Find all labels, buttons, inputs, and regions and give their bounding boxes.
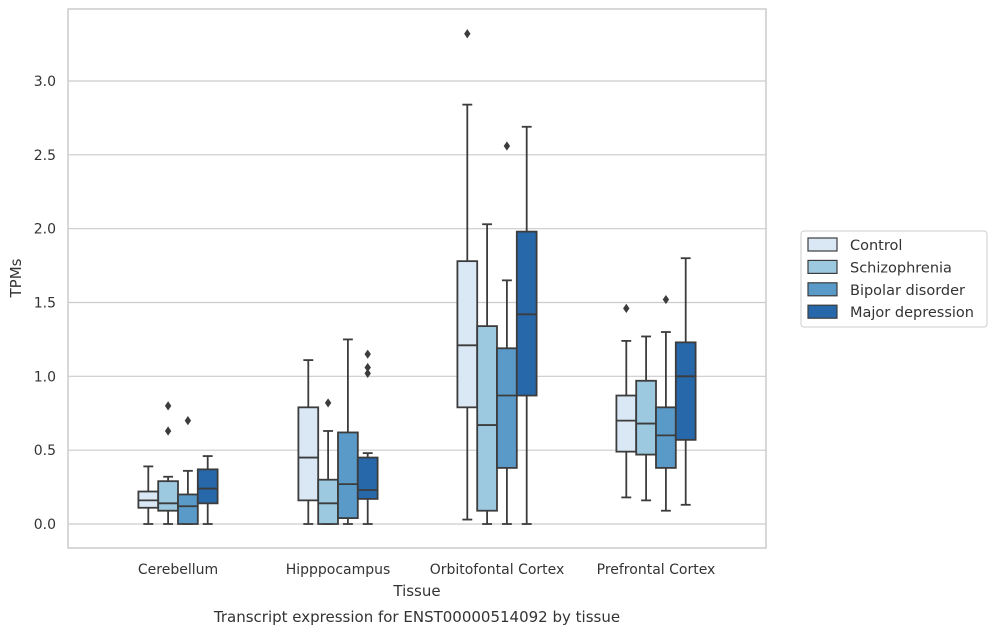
box-2-1 — [476, 223, 498, 525]
plot-frame — [67, 8, 767, 549]
box-iqr — [476, 325, 498, 512]
box-1-0 — [297, 359, 320, 525]
legend-swatch — [807, 259, 838, 274]
x-axis-title: Tissue — [392, 582, 440, 600]
box-iqr — [297, 406, 320, 502]
box-2-0 — [456, 29, 479, 521]
y-axis-title: TPMs — [7, 258, 25, 298]
legend-label: Major depression — [850, 305, 974, 321]
x-tick-label: Cerebellum — [138, 562, 218, 578]
box-iqr — [674, 341, 697, 441]
y-tick-label: 1.5 — [34, 296, 56, 312]
y-tick-label: 2.0 — [34, 222, 56, 238]
legend-frame — [800, 230, 988, 328]
outlier-point — [164, 401, 172, 411]
y-tick-label: 1.0 — [34, 369, 56, 385]
legend-swatch — [807, 237, 838, 252]
outlier-point — [464, 29, 471, 39]
y-tick-label: 2.5 — [34, 148, 56, 164]
outlier-point — [364, 349, 371, 359]
box-iqr — [177, 493, 199, 525]
box-2-2 — [496, 141, 518, 525]
y-tick-label: 0.5 — [34, 443, 56, 459]
box-iqr — [655, 406, 677, 469]
legend: Control Schizophrenia Bipolar disorder Majo… — [800, 230, 988, 328]
x-tick-label: Hipppocampus — [286, 562, 391, 578]
legend-label: Control — [850, 238, 902, 254]
box-0-0 — [137, 465, 160, 525]
box-iqr — [456, 260, 479, 409]
box-iqr — [196, 468, 219, 505]
box-3-1 — [635, 335, 657, 502]
box-3-2 — [655, 294, 677, 512]
box-1-3 — [356, 349, 379, 525]
y-tick-label: 0.0 — [34, 517, 56, 533]
box-iqr — [496, 347, 518, 469]
box-iqr — [317, 478, 339, 525]
box-0-1 — [157, 401, 179, 525]
outlier-point — [364, 368, 371, 378]
box-3-3 — [674, 257, 697, 506]
box-1-2 — [337, 338, 359, 525]
box-iqr — [635, 379, 657, 456]
box-0-2 — [177, 416, 199, 525]
box-2-3 — [515, 125, 538, 525]
legend-swatch — [807, 282, 838, 297]
grid-lines — [68, 80, 766, 525]
outlier-point — [662, 294, 670, 305]
outlier-point — [364, 362, 371, 373]
box-iqr — [337, 431, 359, 519]
legend-label: Schizophrenia — [850, 260, 952, 276]
box-3-0 — [615, 303, 638, 499]
box-iqr — [157, 480, 179, 512]
y-tick-label: 3.0 — [34, 74, 56, 90]
box-iqr — [615, 394, 638, 453]
box-1-1 — [317, 398, 339, 525]
outlier-point — [503, 141, 511, 151]
box-0-3 — [196, 455, 219, 525]
x-tick-label: Orbitofontal Cortex — [430, 562, 565, 578]
outlier-point — [623, 303, 630, 314]
x-tick-labels: Cerebellum Hipppocampus Orbitofontal Corte… — [138, 562, 715, 578]
x-tick-label: Prefrontal Cortex — [597, 562, 716, 578]
outlier-point — [184, 416, 192, 426]
boxes — [137, 29, 697, 525]
chart-caption: Transcript expression for ENST0000051409… — [213, 608, 620, 626]
y-tick-labels: 0.0 0.5 1.0 1.5 2.0 2.5 3.0 — [34, 74, 56, 533]
legend-swatch — [807, 304, 838, 319]
outlier-point — [164, 426, 172, 436]
outlier-point — [324, 398, 332, 408]
legend-label: Bipolar disorder — [850, 283, 965, 299]
box-iqr — [356, 456, 379, 500]
